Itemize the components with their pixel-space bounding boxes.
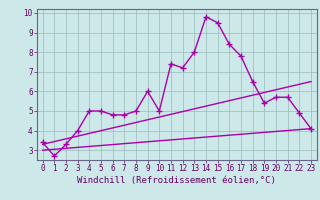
X-axis label: Windchill (Refroidissement éolien,°C): Windchill (Refroidissement éolien,°C): [77, 176, 276, 185]
